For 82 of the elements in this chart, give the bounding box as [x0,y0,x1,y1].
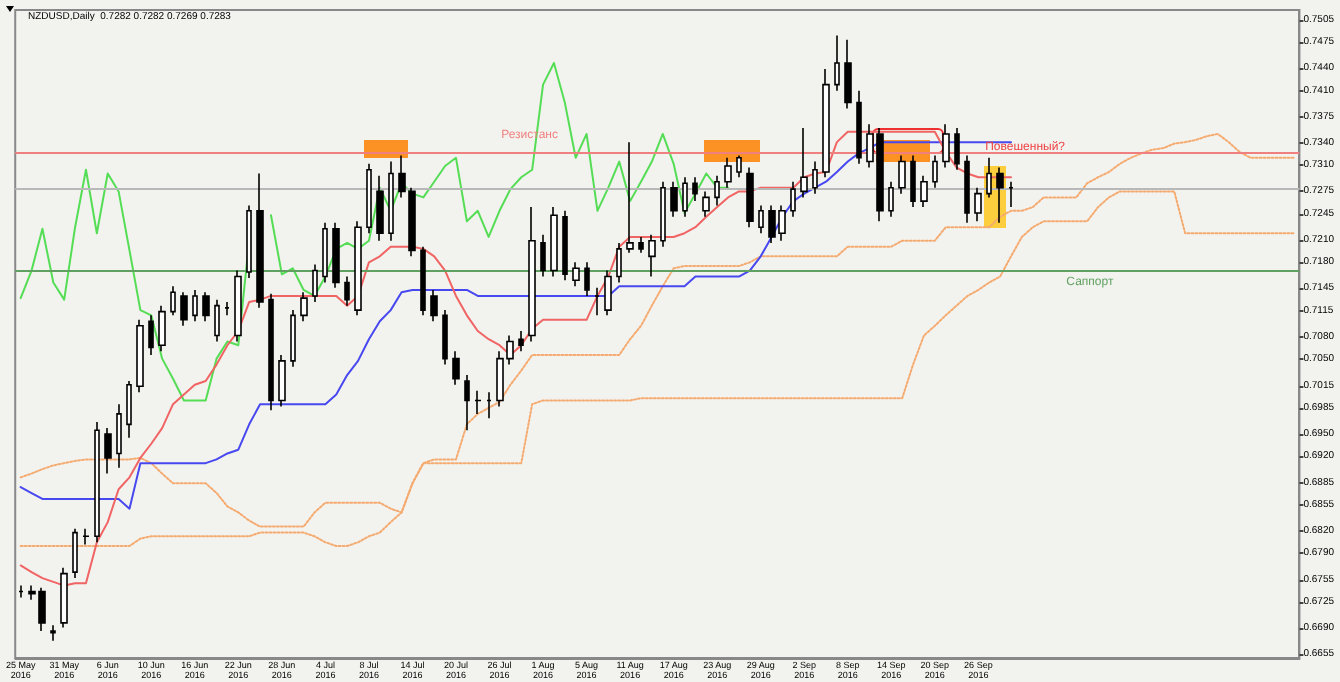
candlestick [148,314,154,356]
candlestick [856,89,862,165]
candlestick [562,210,568,282]
candlestick [82,528,90,546]
candlestick [910,154,916,208]
candlestick [214,298,220,343]
candlestick [920,174,928,208]
candlestick [224,301,230,317]
candlestick [724,157,732,189]
candlestick [616,242,622,284]
candlestick [464,374,470,432]
candlestick [550,206,558,278]
candlestick [736,154,742,179]
candlestick [354,220,362,317]
candlestick [954,127,960,171]
candlestick [94,421,100,544]
candlestick [682,176,688,218]
candlestick [834,34,840,92]
candlestick [648,233,656,278]
candlestick [822,68,830,179]
candlestick [986,157,992,199]
candlestick [420,245,426,317]
candlestick [50,624,56,642]
candlestick [486,391,492,420]
candlestick [202,291,210,323]
candlestick [518,330,524,352]
candlestick [170,285,176,317]
candlestick [692,176,698,202]
candlestick [474,389,482,415]
candlestick [126,380,132,439]
candlestick [376,174,384,242]
candlestick [746,166,754,229]
candlestick [104,427,112,475]
candlestick [136,319,144,394]
candlestick [366,162,372,235]
candlestick [388,160,394,242]
candlestick [974,186,982,223]
candlestick [312,263,318,303]
candlestick [932,154,938,189]
candlestick [344,275,350,307]
candlestick [996,166,1004,224]
candlestick [268,292,274,411]
candlestick [192,289,198,323]
candlestick [812,160,818,195]
candlestick [898,154,906,195]
candlestick [758,204,764,235]
candlestick [572,261,580,288]
candlestick [626,141,634,254]
candlestick [942,123,950,169]
candlestick [540,233,546,278]
candlestick [1008,180,1014,208]
candlestick [300,291,308,323]
candlestick [116,403,122,469]
candlestick [158,304,166,352]
candlestick [604,269,612,317]
candlestick [584,261,590,297]
candlestick [246,204,252,279]
candlestick [660,180,666,248]
candlestick [528,206,536,343]
candlestick [60,566,68,629]
candlestick [800,127,808,199]
candlestick [18,584,24,599]
candlestick [964,154,970,224]
candlestick [278,354,286,408]
candlestick [290,309,296,368]
candlestick [430,289,438,323]
candlestick [594,286,600,317]
candlestick [638,236,644,254]
candlestick [790,180,796,218]
candlestick [452,350,460,386]
candlestick [332,221,340,289]
candlestick [670,180,678,218]
candlestick [180,291,188,327]
candlestick [888,180,894,218]
candlestick [714,174,720,207]
candlestick [442,309,448,366]
candlestick [844,39,852,110]
candlestick [322,221,328,284]
candlestick [234,269,242,343]
candlestick [702,190,710,218]
candlestick [72,528,78,579]
candlestick [256,172,264,309]
